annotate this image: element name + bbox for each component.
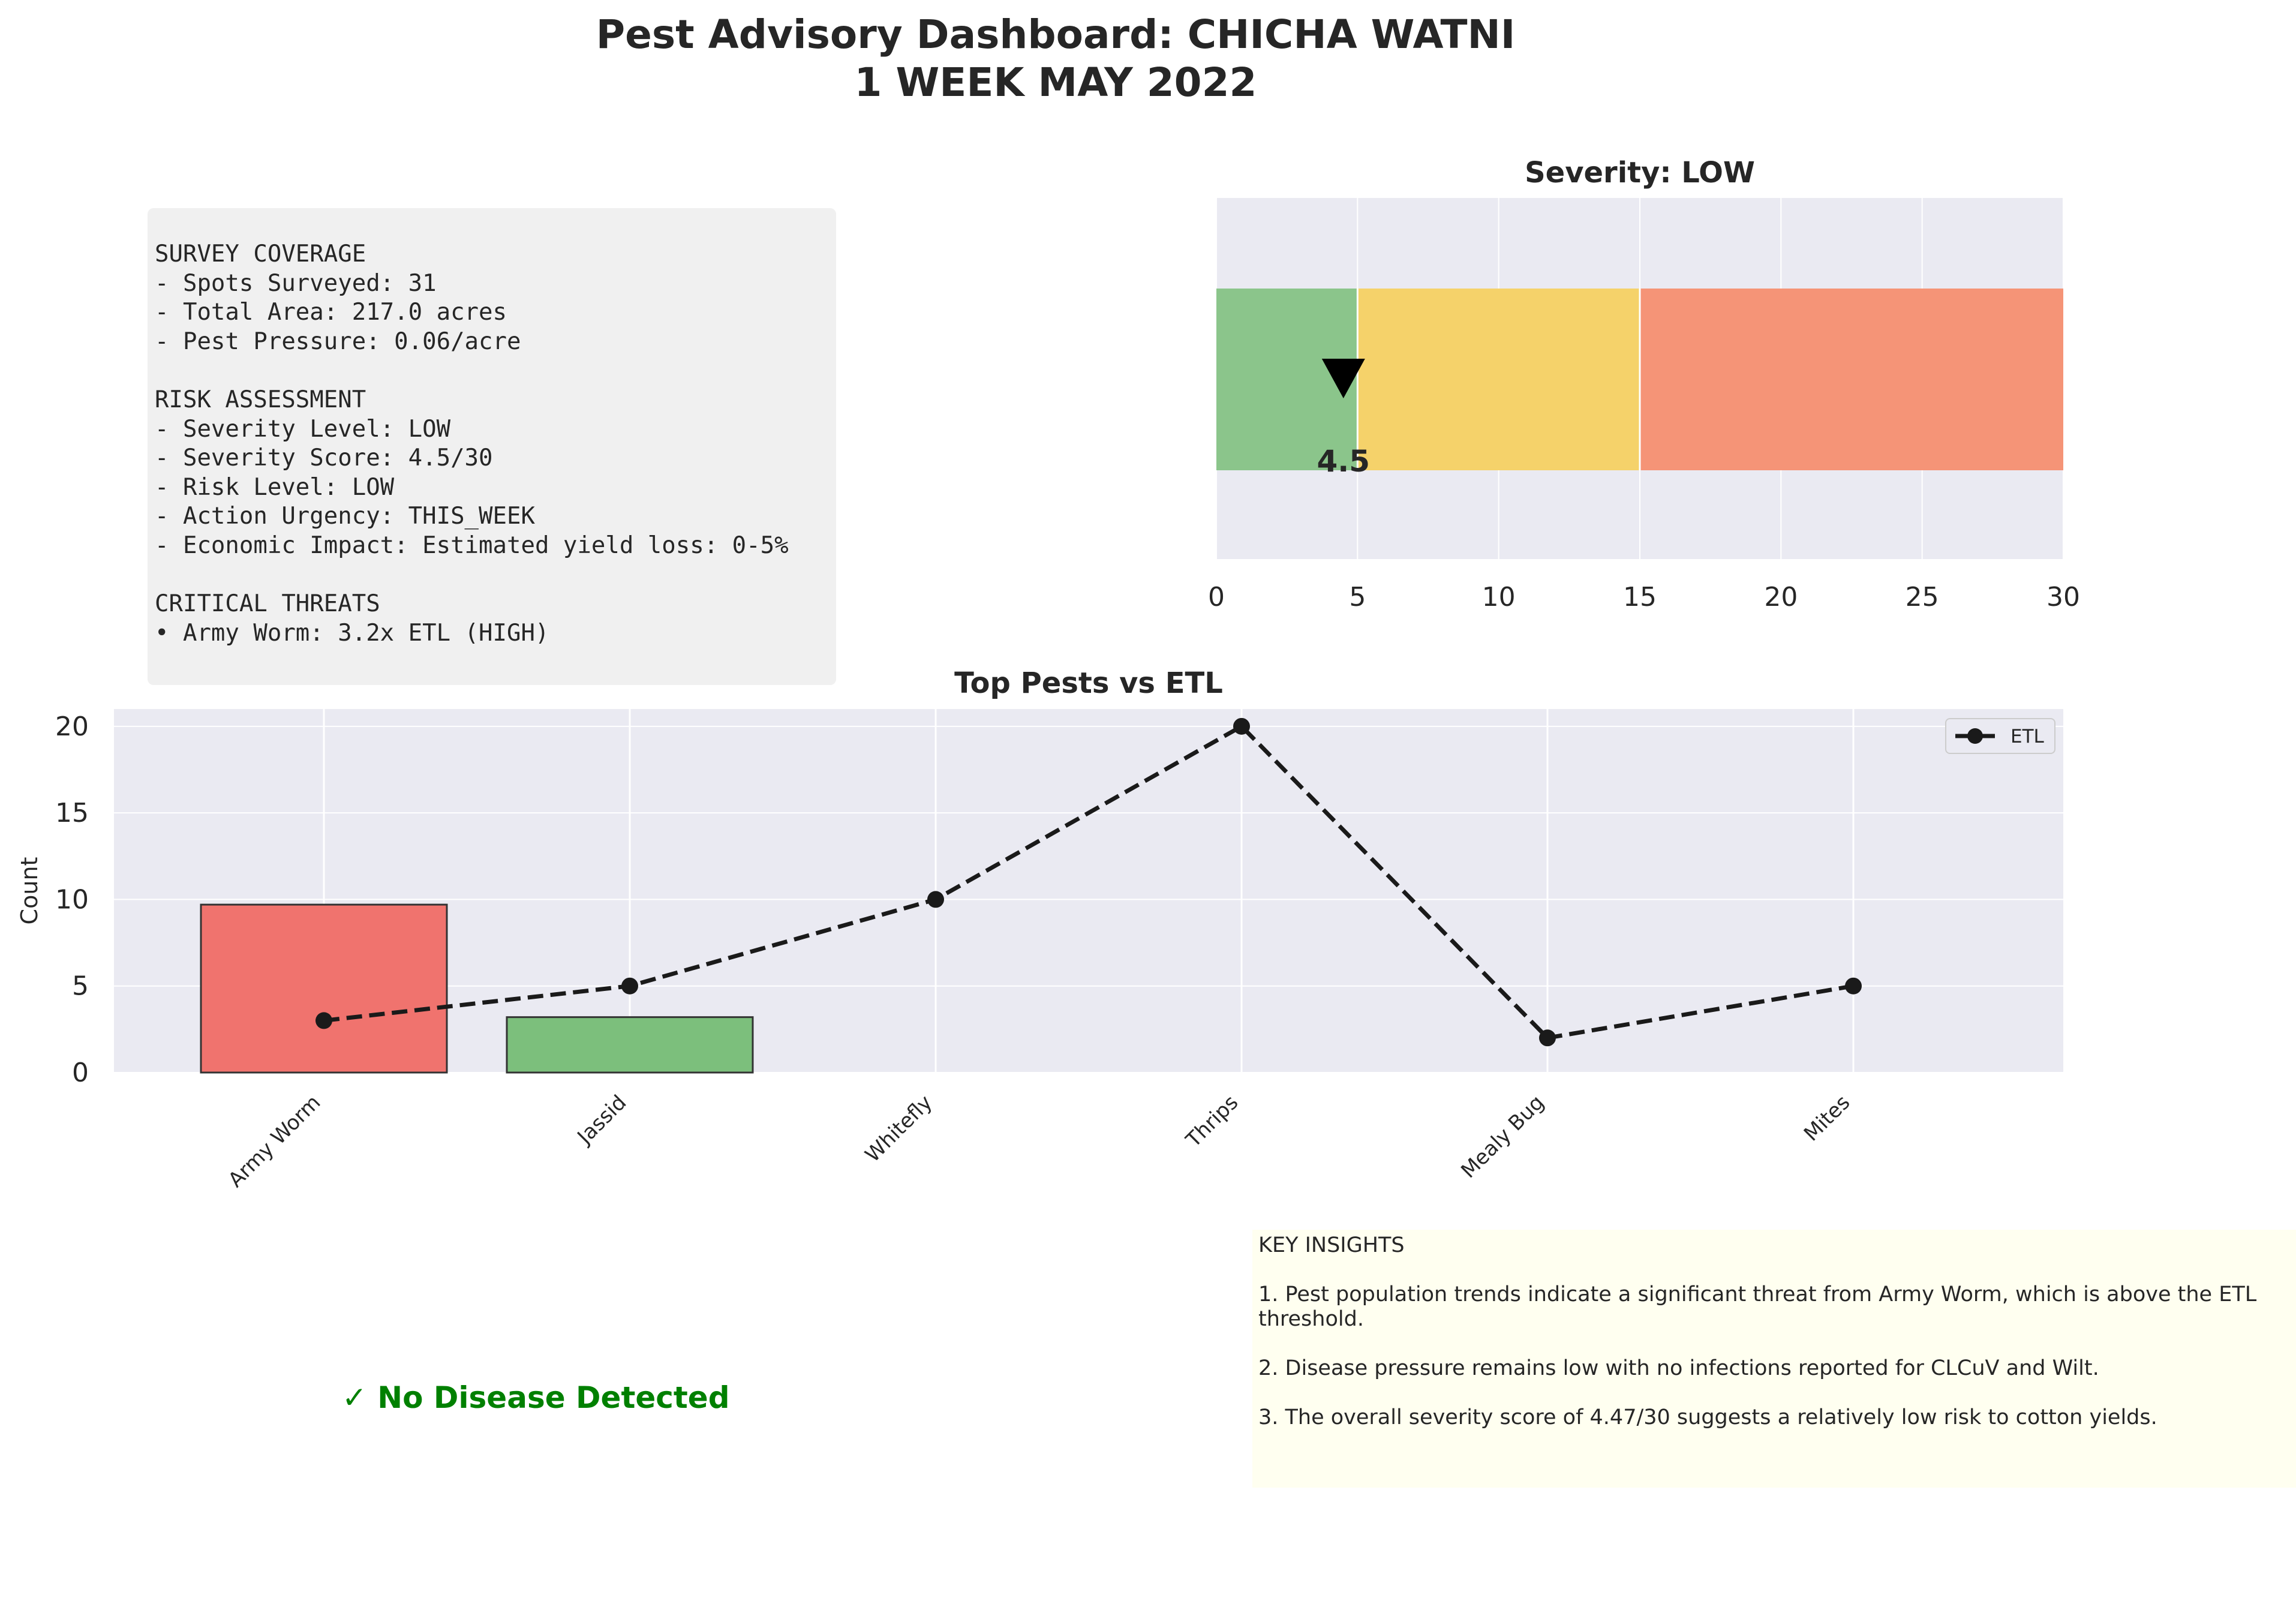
insight-item-3: 3. The overall severity score of 4.47/30… [1258,1405,2290,1430]
bar-x-tick-label: Army Worm [224,1091,325,1192]
insight-item-2: 2. Disease pressure remains low with no … [1258,1356,2290,1381]
bar-x-tick-label: Jassid [572,1091,632,1150]
bar-x-tick-label: Mealy Bug [1456,1091,1549,1183]
bar-legend: ETL [1946,719,2055,753]
bar-x-tick-label: Thrips [1181,1091,1243,1152]
legend-label: ETL [2010,726,2045,747]
bar-y-tick-label: 10 [55,884,89,915]
disease-status-text: ✓ No Disease Detected [342,1380,730,1416]
etl-point [1539,1029,1556,1046]
bar-y-axis-label: Count [16,857,43,925]
bar-y-tick-label: 15 [55,798,89,828]
insight-item-1: 1. Pest population trends indicate a sig… [1258,1282,2290,1332]
etl-point [621,978,638,995]
bar-y-tick-label: 0 [72,1058,89,1088]
bar-y-tick-label: 5 [72,971,89,1002]
bar-y-tick-label: 20 [55,711,89,742]
legend-marker-sample [1967,728,1983,744]
bar-x-tick-label: Whitefly [861,1091,937,1167]
etl-point [927,891,944,908]
insights-heading: KEY INSIGHTS [1258,1233,2290,1258]
etl-point [1233,718,1250,735]
insights-text: KEY INSIGHTS 1. Pest population trends i… [1258,1233,2290,1455]
etl-point [1845,978,1862,995]
bar-jassid [507,1017,753,1073]
bar-army-worm [201,905,447,1073]
bar-chart-title: Top Pests vs ETL [954,666,1223,700]
etl-point [315,1012,332,1029]
bar-x-tick-label: Mites [1799,1091,1855,1146]
